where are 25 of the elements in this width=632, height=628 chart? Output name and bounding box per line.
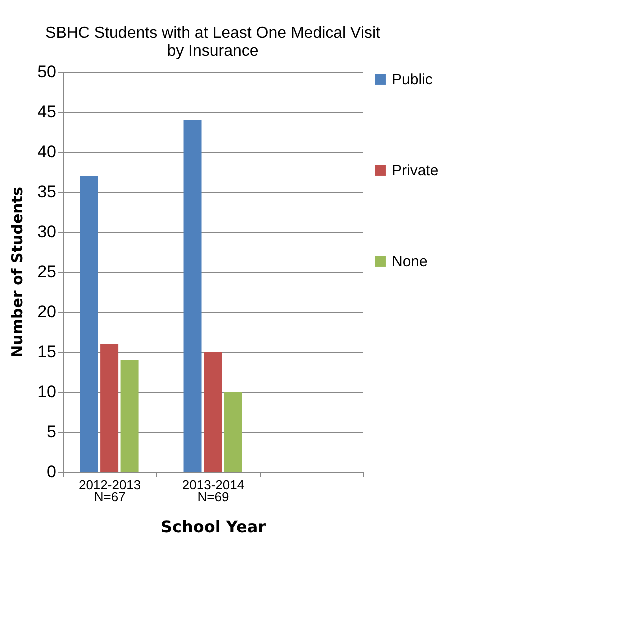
y-tick-label: 45 [38,102,56,122]
y-tick-label: 15 [38,342,56,362]
x-tick-label: 2012-2013 N=67 [78,478,142,504]
y-tick-label: 10 [38,382,56,402]
legend-label: Public [392,72,434,88]
y-tick-label: 20 [38,302,56,322]
bar [120,360,139,472]
y-axis-title: Number of Students [8,187,27,358]
bar [184,120,202,472]
y-tick-label: 25 [38,262,56,282]
bar [80,176,98,472]
legend-label: None [392,254,428,270]
chart-title: SBHC Students with at Least One Medical Visit by Insurance [46,25,382,60]
x-tick-label: 2013-2014 N=69 [182,478,245,504]
y-tick-label: 40 [38,142,56,162]
bar [204,352,222,472]
y-tick-label: 30 [38,222,56,242]
bar [224,392,242,472]
x-axis-title: School Year [160,518,266,536]
y-tick-label: 50 [38,62,56,82]
legend-label: Private [392,162,439,180]
y-tick-label: 5 [47,422,56,442]
bar [100,344,119,472]
y-tick-label: 0 [47,462,56,482]
y-tick-label: 35 [38,182,56,202]
